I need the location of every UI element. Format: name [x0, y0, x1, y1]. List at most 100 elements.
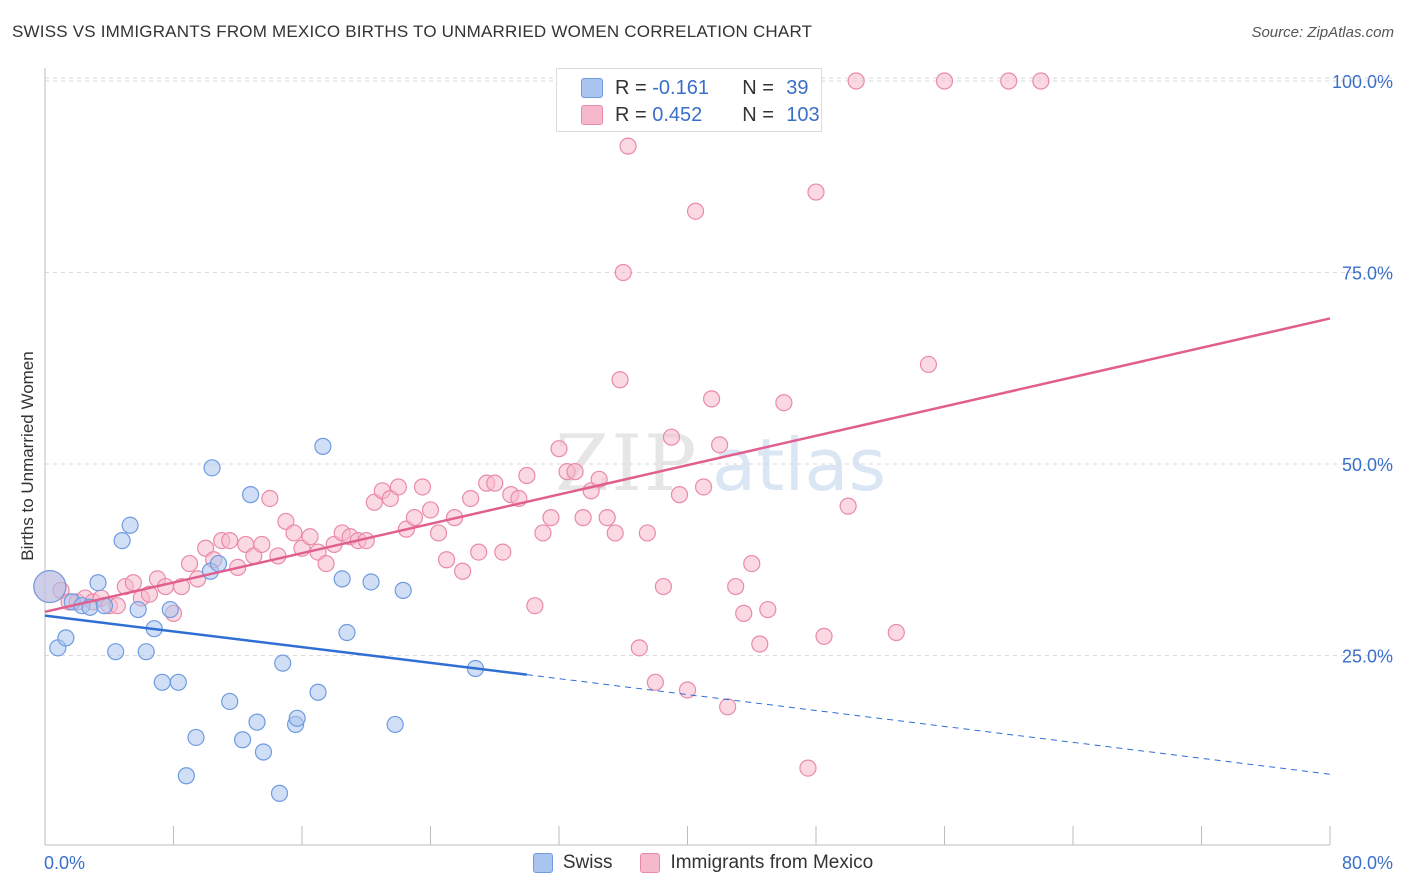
swiss-point [203, 459, 221, 477]
mexico-point [847, 72, 865, 90]
swiss-point [333, 570, 351, 588]
swiss-point [161, 600, 179, 619]
mexico-point [526, 597, 544, 615]
mexico-point [429, 524, 448, 542]
mexico-point [462, 489, 480, 508]
mexico-point [285, 524, 303, 542]
legend-item-swiss: Swiss [532, 852, 612, 874]
mexico-point [574, 509, 592, 527]
mexico-point [702, 390, 721, 408]
swiss-point [221, 692, 239, 711]
swiss-r-label: R = [615, 76, 647, 99]
mexico-point [606, 524, 624, 542]
swiss-r-value: -0.161 [652, 76, 709, 99]
mexico-point [550, 440, 568, 458]
swiss-point [121, 516, 139, 534]
mexico-n-value: 103 [786, 103, 820, 126]
swiss-point [137, 643, 155, 661]
bottom-legend: Swiss Immigrants from Mexico [0, 852, 1406, 874]
mexico-point [470, 543, 488, 561]
mexico-point [534, 524, 552, 542]
mexico-swatch [581, 105, 603, 125]
swiss-point [248, 713, 266, 731]
mexico-point [486, 474, 504, 492]
mexico-point [646, 673, 664, 691]
mexico-r-value: 0.452 [652, 103, 703, 126]
y-axis-title: Births to Unmarried Women [18, 351, 37, 560]
mexico-point [727, 577, 745, 596]
mexico-point [638, 524, 656, 542]
mexico-point [454, 562, 472, 580]
swiss-trend-line [44, 614, 528, 676]
mexico-point [735, 604, 753, 622]
swiss-point [113, 531, 131, 550]
swiss-point [254, 743, 273, 761]
legend-swiss-swatch [532, 853, 553, 873]
mexico-point [518, 466, 536, 485]
mexico-point [887, 623, 905, 642]
y-tick-label: 50.0% [1342, 455, 1393, 475]
mexico-point [751, 635, 769, 653]
swiss-point [270, 784, 289, 802]
mexico-point [253, 535, 271, 554]
mexico-point [630, 639, 648, 657]
mexico-point [919, 355, 938, 374]
mexico-point [389, 478, 407, 496]
swiss-point [242, 486, 260, 504]
swiss-point [394, 581, 412, 599]
mexico-trend-line [44, 317, 1331, 614]
swiss-point [187, 728, 205, 747]
mexico-point [654, 577, 673, 596]
mexico-n-label: N = [742, 103, 774, 126]
y-tick-label: 25.0% [1342, 647, 1393, 667]
swiss-point [129, 600, 147, 619]
mexico-point [542, 509, 560, 527]
legend-item-mexico: Immigrants from Mexico [640, 852, 873, 874]
mexico-point [405, 509, 424, 527]
stats-legend: R = -0.161 N = 39 R = 0.452 N = 103 [556, 68, 822, 132]
mexico-point [301, 528, 319, 546]
mexico-point [670, 486, 689, 504]
y-tick-label: 100.0% [1332, 72, 1393, 92]
mexico-point [711, 436, 729, 454]
swiss-point [288, 709, 306, 727]
swiss-point [233, 731, 252, 749]
mexico-point [261, 489, 279, 508]
mexico-point [124, 574, 142, 592]
mexico-point [611, 371, 629, 389]
mexico-point [694, 478, 713, 496]
mexico-r-label: R = [615, 103, 647, 126]
mexico-point [839, 497, 857, 515]
mexico-point [140, 585, 159, 603]
mexico-point [619, 137, 637, 155]
mexico-point [719, 698, 737, 716]
swiss-point [338, 623, 356, 642]
mexico-point [799, 759, 817, 777]
mexico-point [180, 554, 199, 573]
mexico-point [759, 600, 777, 619]
swiss-point [107, 643, 125, 661]
swiss-point [57, 629, 75, 647]
legend-mexico-swatch [640, 853, 661, 873]
swiss-point [362, 573, 380, 591]
mexico-point [494, 543, 512, 561]
mexico-point [317, 554, 335, 573]
mexico-point [221, 531, 239, 550]
swiss-point [177, 767, 195, 785]
mexico-point [775, 394, 793, 412]
watermark-atlas: atlas [712, 423, 886, 507]
swiss-point [386, 715, 404, 734]
swiss-trend-extension [526, 674, 1331, 775]
x-tick-label-min: 0.0% [44, 853, 85, 873]
swiss-point [153, 673, 171, 691]
swiss-point [209, 554, 228, 573]
stats-row-mexico: R = 0.452 N = 103 [581, 102, 820, 128]
stats-row-swiss: R = -0.161 N = 39 [581, 75, 809, 101]
mexico-point [686, 202, 705, 220]
swiss-n-value: 39 [786, 76, 809, 99]
source-label: Source: ZipAtlas.com [1251, 24, 1394, 41]
swiss-point [169, 673, 187, 691]
mexico-point [614, 263, 632, 282]
mexico-point [566, 463, 584, 481]
